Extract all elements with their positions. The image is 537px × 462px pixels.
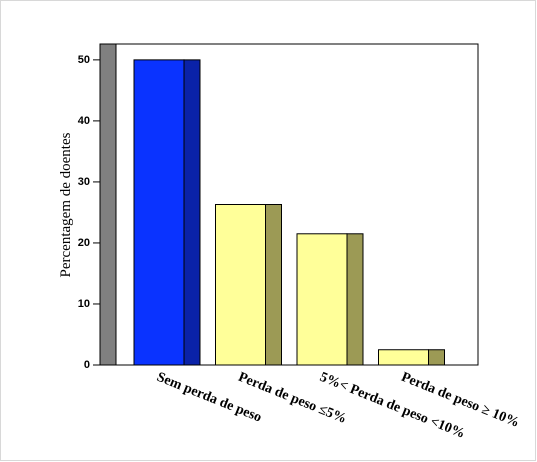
bar-side xyxy=(346,233,364,366)
bar xyxy=(215,204,266,366)
bar xyxy=(378,349,429,366)
bar xyxy=(133,59,185,366)
y-tick-label: 0 xyxy=(84,359,90,371)
y-tick-label: 20 xyxy=(78,237,90,249)
bar xyxy=(296,233,348,366)
y-tick-label: 10 xyxy=(78,298,90,310)
y-tick-label: 30 xyxy=(78,176,90,188)
bar-side xyxy=(428,349,445,366)
bar-side xyxy=(183,59,201,366)
y-tick-label: 40 xyxy=(78,115,90,127)
y-tick-label: 50 xyxy=(78,54,90,66)
back-wall xyxy=(99,43,117,366)
bar-side xyxy=(265,204,282,366)
plot-frame xyxy=(100,43,479,366)
y-axis-label: Percentagem de doentes xyxy=(58,132,74,277)
